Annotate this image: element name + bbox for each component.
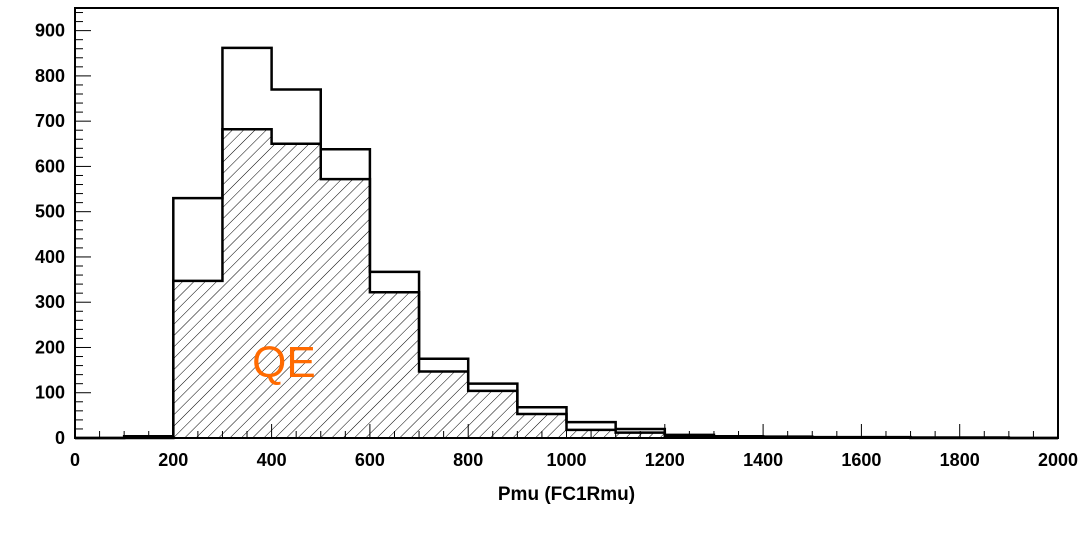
y-tick-label: 800 [35,66,65,86]
y-tick-label: 300 [35,292,65,312]
x-tick-label: 1200 [645,450,685,470]
x-tick-label: 800 [453,450,483,470]
y-tick-label: 400 [35,247,65,267]
y-tick-label: 100 [35,383,65,403]
hatched-bar [517,414,567,438]
y-axis-ticks: 0 100 200 300 400 500 600 700 800 900 [35,12,91,448]
x-axis-ticks: 0 200 400 600 800 1000 1200 1400 1600 1800 2000 [70,424,1078,470]
x-tick-label: 1000 [546,450,586,470]
hatched-bar [173,280,223,438]
hatched-bar [320,179,370,439]
y-tick-label: 900 [35,21,65,41]
x-tick-label: 2000 [1038,450,1078,470]
x-tick-label: 1800 [940,450,980,470]
y-tick-label: 500 [35,202,65,222]
y-tick-label: 200 [35,337,65,357]
x-tick-label: 200 [158,450,188,470]
x-tick-label: 1400 [743,450,783,470]
y-tick-label: 700 [35,111,65,131]
hatched-bar [419,371,469,438]
hatched-bar [369,292,420,438]
y-tick-label: 600 [35,156,65,176]
hatched-bar [468,390,518,438]
x-axis-title: Pmu (FC1Rmu) [498,484,635,505]
hatched-bar [222,129,272,438]
x-tick-label: 1600 [841,450,881,470]
x-tick-label: 400 [257,450,287,470]
hatched-bar [271,143,321,438]
x-tick-label: 600 [355,450,385,470]
annotation-qe: QE [252,338,316,387]
x-tick-label: 0 [70,450,80,470]
y-tick-label: 0 [55,428,65,448]
